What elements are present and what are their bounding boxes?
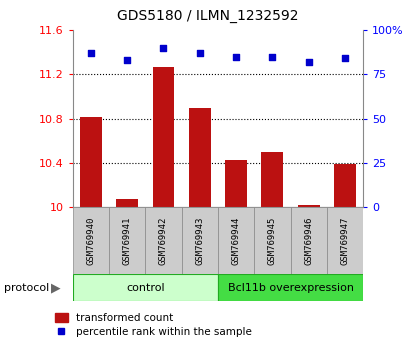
Point bbox=[196, 50, 203, 56]
Point bbox=[233, 54, 239, 59]
Text: GSM769941: GSM769941 bbox=[122, 217, 132, 265]
Point bbox=[342, 56, 348, 61]
Bar bbox=[298, 205, 320, 207]
Bar bbox=[145, 207, 181, 274]
Bar bbox=[261, 152, 283, 207]
Text: GSM769947: GSM769947 bbox=[340, 217, 349, 265]
Point bbox=[160, 45, 167, 51]
Text: GSM769940: GSM769940 bbox=[86, 217, 95, 265]
Bar bbox=[254, 207, 290, 274]
Bar bbox=[181, 207, 218, 274]
Bar bbox=[225, 160, 247, 207]
Bar bbox=[73, 207, 109, 274]
Bar bbox=[334, 164, 356, 207]
Bar bbox=[189, 108, 211, 207]
Text: GDS5180 / ILMN_1232592: GDS5180 / ILMN_1232592 bbox=[117, 9, 298, 23]
Bar bbox=[290, 207, 327, 274]
Legend: transformed count, percentile rank within the sample: transformed count, percentile rank withi… bbox=[55, 313, 252, 337]
Text: ▶: ▶ bbox=[51, 281, 61, 294]
Bar bbox=[109, 207, 145, 274]
Text: GSM769944: GSM769944 bbox=[232, 217, 241, 265]
Text: GSM769942: GSM769942 bbox=[159, 217, 168, 265]
Bar bbox=[153, 67, 174, 207]
Bar bbox=[218, 274, 363, 301]
Bar bbox=[327, 207, 363, 274]
Text: GSM769945: GSM769945 bbox=[268, 217, 277, 265]
Point bbox=[88, 50, 94, 56]
Text: GSM769943: GSM769943 bbox=[195, 217, 204, 265]
Text: Bcl11b overexpression: Bcl11b overexpression bbox=[227, 282, 354, 293]
Point bbox=[124, 57, 130, 63]
Bar bbox=[80, 118, 102, 207]
Bar bbox=[73, 274, 218, 301]
Point bbox=[305, 59, 312, 65]
Text: protocol: protocol bbox=[4, 282, 49, 293]
Point bbox=[269, 54, 276, 59]
Text: GSM769946: GSM769946 bbox=[304, 217, 313, 265]
Bar bbox=[218, 207, 254, 274]
Text: control: control bbox=[126, 282, 165, 293]
Bar bbox=[116, 199, 138, 207]
